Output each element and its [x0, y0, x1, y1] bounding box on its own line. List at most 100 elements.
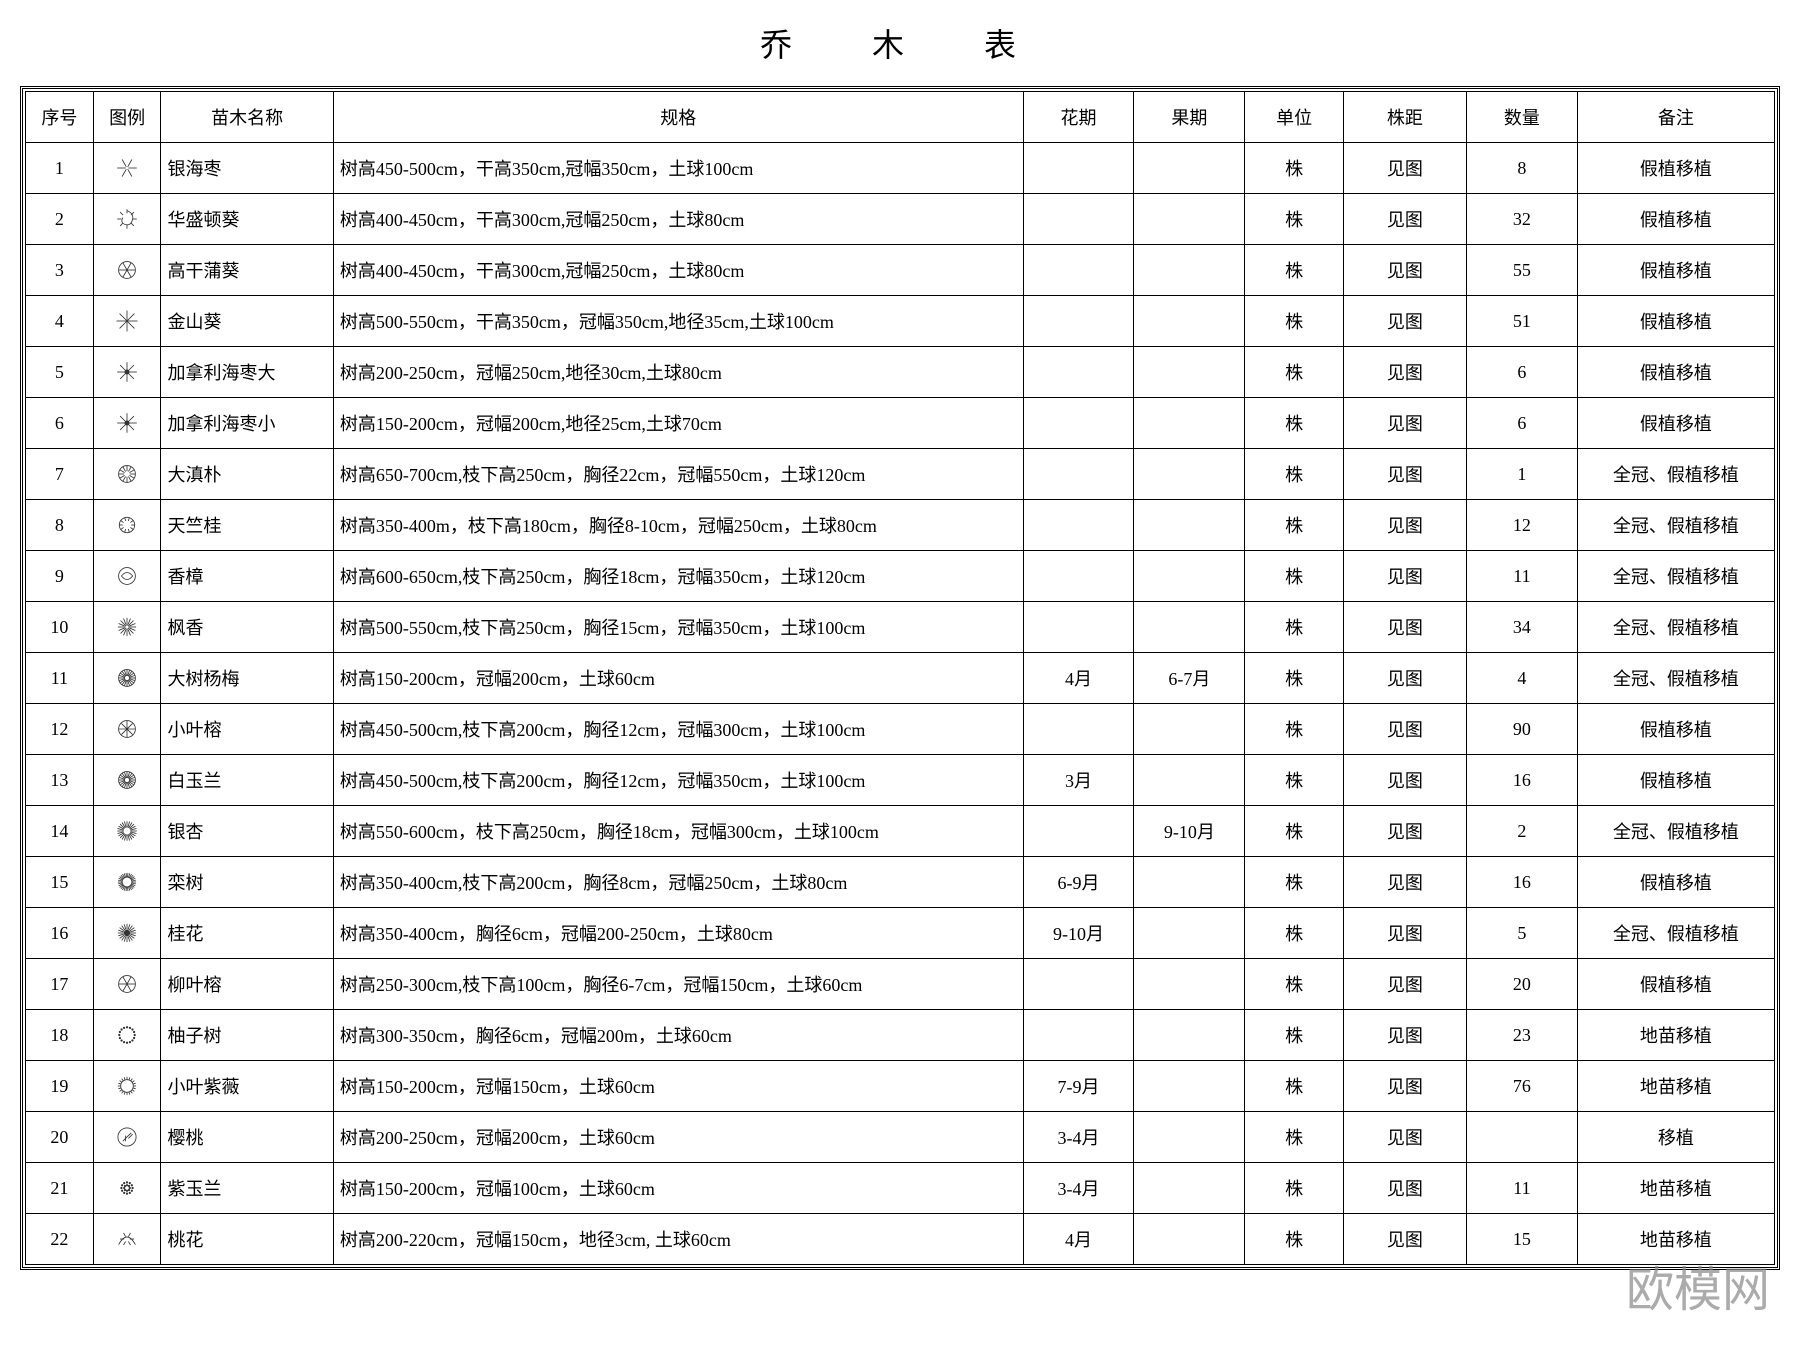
tree-table: 序号 图例 苗木名称 规格 花期 果期 单位 株距 数量 备注 1 银海枣 树高… [25, 91, 1775, 1265]
cell-seq: 10 [26, 602, 94, 653]
cell-spec: 树高250-300cm,枝下高100cm，胸径6-7cm，冠幅150cm，土球6… [333, 959, 1023, 1010]
table-row: 2 华盛顿葵 树高400-450cm，干高300cm,冠幅250cm，土球80c… [26, 194, 1775, 245]
cell-fruit [1134, 500, 1245, 551]
cell-flower [1023, 500, 1134, 551]
cell-fruit [1134, 857, 1245, 908]
cell-flower: 7-9月 [1023, 1061, 1134, 1112]
cell-qty: 55 [1467, 245, 1578, 296]
cell-dist: 见图 [1343, 1112, 1466, 1163]
dot-burst-icon [93, 908, 161, 959]
cell-note: 地苗移植 [1577, 1214, 1774, 1265]
cell-dist: 见图 [1343, 755, 1466, 806]
cell-dist: 见图 [1343, 449, 1466, 500]
table-header-row: 序号 图例 苗木名称 规格 花期 果期 单位 株距 数量 备注 [26, 92, 1775, 143]
cell-dist: 见图 [1343, 347, 1466, 398]
cell-name: 高干蒲葵 [161, 245, 333, 296]
table-row: 3 高干蒲葵 树高400-450cm，干高300cm,冠幅250cm，土球80c… [26, 245, 1775, 296]
cell-unit: 株 [1245, 143, 1344, 194]
cell-qty: 20 [1467, 959, 1578, 1010]
cell-name: 金山葵 [161, 296, 333, 347]
cell-name: 桂花 [161, 908, 333, 959]
cell-seq: 21 [26, 1163, 94, 1214]
circle-seg-icon [93, 959, 161, 1010]
dots-ring-icon [93, 1010, 161, 1061]
branch-icon [93, 1112, 161, 1163]
cell-fruit [1134, 551, 1245, 602]
cell-dist: 见图 [1343, 1010, 1466, 1061]
cell-name: 柳叶榕 [161, 959, 333, 1010]
cell-dist: 见图 [1343, 908, 1466, 959]
table-body: 1 银海枣 树高450-500cm，干高350cm,冠幅350cm，土球100c… [26, 143, 1775, 1265]
cell-flower [1023, 296, 1134, 347]
cell-flower [1023, 143, 1134, 194]
cell-note: 假植移植 [1577, 755, 1774, 806]
cell-name: 紫玉兰 [161, 1163, 333, 1214]
cell-spec: 树高150-200cm，冠幅200cm,地径25cm,土球70cm [333, 398, 1023, 449]
cell-note: 假植移植 [1577, 347, 1774, 398]
cell-seq: 4 [26, 296, 94, 347]
cell-fruit [1134, 1214, 1245, 1265]
cell-name: 栾树 [161, 857, 333, 908]
cell-dist: 见图 [1343, 602, 1466, 653]
cell-fruit [1134, 398, 1245, 449]
cell-note: 全冠、假植移植 [1577, 908, 1774, 959]
cell-unit: 株 [1245, 857, 1344, 908]
cell-note: 地苗移植 [1577, 1163, 1774, 1214]
cell-dist: 见图 [1343, 1061, 1466, 1112]
cell-name: 柚子树 [161, 1010, 333, 1061]
tree-round-icon [93, 500, 161, 551]
table-row: 8 天竺桂 树高350-400m，枝下高180cm，胸径8-10cm，冠幅250… [26, 500, 1775, 551]
table-row: 20 樱桃 树高200-250cm，冠幅200cm，土球60cm 3-4月 株 … [26, 1112, 1775, 1163]
cell-note: 全冠、假植移植 [1577, 551, 1774, 602]
cell-dist: 见图 [1343, 959, 1466, 1010]
cell-seq: 6 [26, 398, 94, 449]
star-bold-icon [93, 347, 161, 398]
cell-qty: 6 [1467, 347, 1578, 398]
cell-spec: 树高550-600cm，枝下高250cm，胸径18cm，冠幅300cm，土球10… [333, 806, 1023, 857]
cell-name: 枫香 [161, 602, 333, 653]
cell-qty: 5 [1467, 908, 1578, 959]
cell-spec: 树高500-550cm，干高350cm，冠幅350cm,地径35cm,土球100… [333, 296, 1023, 347]
table-row: 18 柚子树 树高300-350cm，胸径6cm，冠幅200m，土球60cm 株… [26, 1010, 1775, 1061]
cell-note: 假植移植 [1577, 398, 1774, 449]
cell-fruit [1134, 1010, 1245, 1061]
cell-dist: 见图 [1343, 857, 1466, 908]
cell-spec: 树高200-250cm，冠幅200cm，土球60cm [333, 1112, 1023, 1163]
spiral-icon [93, 194, 161, 245]
cell-fruit [1134, 959, 1245, 1010]
cell-fruit [1134, 704, 1245, 755]
header-fruit: 果期 [1134, 92, 1245, 143]
cell-unit: 株 [1245, 908, 1344, 959]
cell-flower [1023, 398, 1134, 449]
cell-qty: 23 [1467, 1010, 1578, 1061]
cell-flower: 4月 [1023, 653, 1134, 704]
cell-spec: 树高600-650cm,枝下高250cm，胸径18cm，冠幅350cm，土球12… [333, 551, 1023, 602]
cell-qty: 90 [1467, 704, 1578, 755]
cell-qty: 76 [1467, 1061, 1578, 1112]
page-title: 乔 木 表 [20, 20, 1780, 66]
cell-unit: 株 [1245, 1112, 1344, 1163]
cell-flower [1023, 806, 1134, 857]
cell-note: 假植移植 [1577, 959, 1774, 1010]
flower-icon [93, 602, 161, 653]
cell-fruit [1134, 1163, 1245, 1214]
cell-name: 大树杨梅 [161, 653, 333, 704]
cell-name: 白玉兰 [161, 755, 333, 806]
cell-qty: 11 [1467, 1163, 1578, 1214]
cell-seq: 15 [26, 857, 94, 908]
cell-fruit: 6-7月 [1134, 653, 1245, 704]
cell-spec: 树高150-200cm，冠幅200cm，土球60cm [333, 653, 1023, 704]
cell-dist: 见图 [1343, 245, 1466, 296]
header-seq: 序号 [26, 92, 94, 143]
table-row: 13 白玉兰 树高450-500cm,枝下高200cm，胸径12cm，冠幅350… [26, 755, 1775, 806]
cell-fruit [1134, 194, 1245, 245]
table-row: 14 银杏 树高550-600cm，枝下高250cm，胸径18cm，冠幅300c… [26, 806, 1775, 857]
cell-flower [1023, 449, 1134, 500]
cell-note: 假植移植 [1577, 143, 1774, 194]
cell-name: 银杏 [161, 806, 333, 857]
cell-flower: 3-4月 [1023, 1112, 1134, 1163]
burst-icon [93, 806, 161, 857]
fan-icon [93, 449, 161, 500]
cell-name: 华盛顿葵 [161, 194, 333, 245]
cell-spec: 树高300-350cm，胸径6cm，冠幅200m，土球60cm [333, 1010, 1023, 1061]
